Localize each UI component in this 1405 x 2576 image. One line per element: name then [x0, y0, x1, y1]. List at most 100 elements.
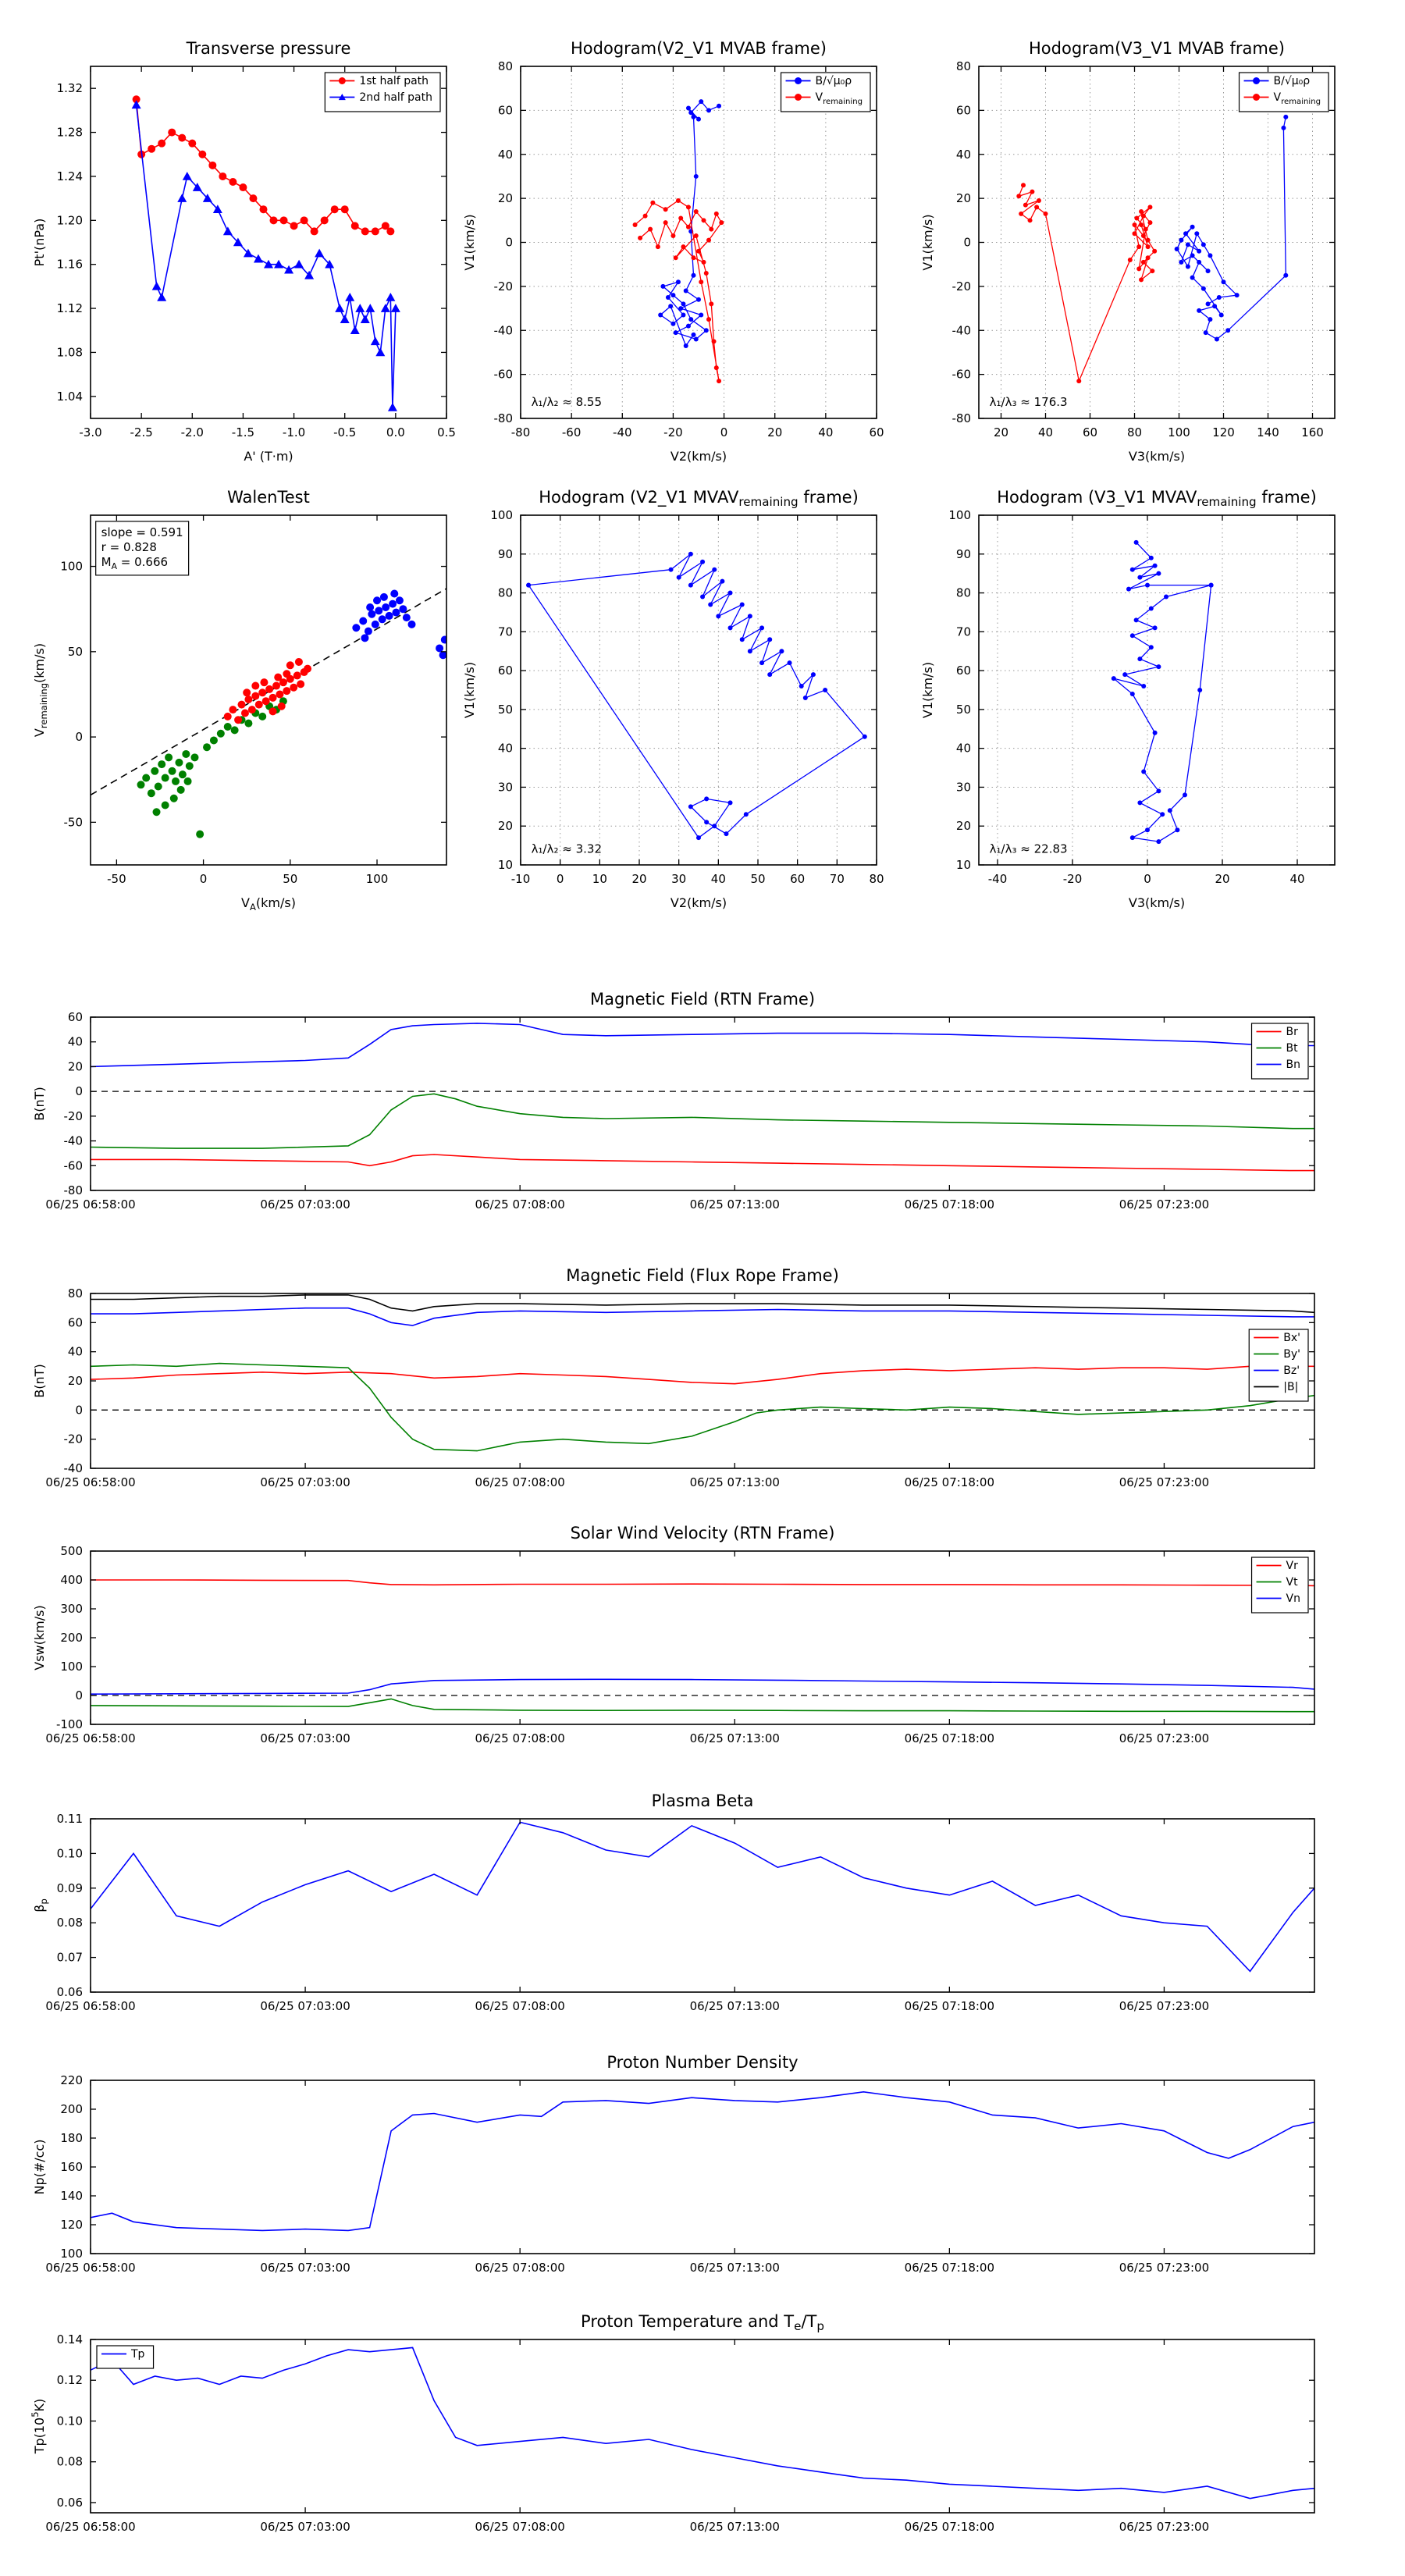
svg-text:B/√μ₀ρ: B/√μ₀ρ [1274, 75, 1311, 87]
svg-text:60: 60 [956, 103, 971, 117]
chart-hodogram-v3v1-mvav: -40 -20 0 20 40 10 20 30 40 50 60 70 80 90 100 Hodogram… [920, 488, 1336, 910]
svg-text:Vremaining​: Vremaining​ [1274, 91, 1321, 106]
svg-text:Bx': Bx' [1283, 1332, 1300, 1344]
svg-text:0: 0 [75, 730, 83, 744]
svg-text:Vremaining​: Vremaining​ [816, 91, 863, 106]
svg-text:Tp(105​K): Tp(105​K) [30, 2399, 47, 2455]
svg-text:06/25 07:08:00: 06/25 07:08:00 [475, 1999, 564, 2013]
svg-text:06/25 07:13:00: 06/25 07:13:00 [690, 2520, 780, 2534]
svg-text:06/25 07:23:00: 06/25 07:23:00 [1119, 1999, 1209, 2013]
hodogram-v3v1-mvab-legend: B/√μ₀ρ Vremaining​ [1238, 72, 1329, 112]
svg-text:06/25 06:58:00: 06/25 06:58:00 [45, 2520, 135, 2534]
svg-text:Hodogram (V3_V1 MVAVremaining​: Hodogram (V3_V1 MVAVremaining​ frame) [997, 488, 1317, 509]
svg-text:-1.5: -1.5 [232, 425, 254, 439]
svg-text:-60: -60 [562, 425, 582, 439]
svg-text:0: 0 [557, 872, 564, 886]
svg-text:06/25 07:18:00: 06/25 07:18:00 [905, 1731, 994, 1745]
svg-text:60: 60 [68, 1010, 83, 1024]
svg-text:06/25 07:18:00: 06/25 07:18:00 [905, 2520, 994, 2534]
svg-text:06/25 07:23:00: 06/25 07:23:00 [1119, 1475, 1209, 1489]
svg-text:40: 40 [956, 148, 971, 162]
svg-text:0: 0 [75, 1403, 83, 1417]
hodogram-v3v1-mvab-svg: 20 40 60 80 100 120 140 160 -80 -60 -40 -20 0 20 40 60 8… [920, 39, 1336, 464]
svg-text:80: 80 [498, 59, 513, 73]
velocity-rtn-legend: Vr Vt Vn [1250, 1557, 1309, 1614]
svg-text:06/25 07:18:00: 06/25 07:18:00 [905, 1999, 994, 2013]
svg-text:80: 80 [68, 1286, 83, 1300]
svg-text:100: 100 [490, 508, 513, 522]
chart-walen-test: -50 0 50 100 -50 0 50 100 WalenTest VA​(km/s) Vrem… [32, 488, 447, 913]
svg-text:06/25 07:03:00: 06/25 07:03:00 [260, 2261, 350, 2275]
svg-text:70: 70 [830, 872, 845, 886]
hodogram-v3v1-mvav-svg: -40 -20 0 20 40 10 20 30 40 50 60 70 80 90 100 Hodogram… [920, 488, 1336, 910]
svg-text:-10: -10 [511, 872, 531, 886]
chart-hodogram-v2v1-mvav: -10 0 10 20 30 40 50 60 70 80 10 20 30 40 50 60 70 80 90 10… [462, 488, 884, 910]
svg-text:-20: -20 [952, 279, 972, 294]
svg-text:-40: -40 [988, 872, 1008, 886]
svg-text:50: 50 [956, 703, 971, 717]
svg-text:-3.0: -3.0 [79, 425, 101, 439]
svg-text:50: 50 [283, 872, 297, 886]
svg-text:-60: -60 [494, 368, 514, 382]
svg-text:30: 30 [671, 872, 686, 886]
svg-text:1.24: 1.24 [57, 169, 83, 183]
svg-text:100: 100 [60, 560, 83, 574]
svg-text:0.08: 0.08 [57, 1916, 83, 1930]
svg-text:Magnetic Field (Flux Rope Fram: Magnetic Field (Flux Rope Frame) [566, 1266, 839, 1285]
svg-text:-20: -20 [663, 425, 683, 439]
svg-text:20: 20 [68, 1374, 83, 1388]
svg-text:06/25 07:08:00: 06/25 07:08:00 [475, 2520, 564, 2534]
svg-text:20: 20 [498, 819, 513, 833]
svg-text:220: 220 [60, 2073, 83, 2087]
svg-text:0.07: 0.07 [57, 1951, 83, 1965]
walen-test-svg: -50 0 50 100 -50 0 50 100 WalenTest VA​(km/s) Vrem… [32, 488, 447, 913]
chart-hodogram-v3v1-mvab: 20 40 60 80 100 120 140 160 -80 -60 -40 -20 0 20 40 60 8… [920, 39, 1336, 464]
svg-text:06/25 06:58:00: 06/25 06:58:00 [45, 1197, 135, 1212]
svg-text:λ₁/λ₃ ≈ 176.3: λ₁/λ₃ ≈ 176.3 [990, 395, 1068, 409]
svg-text:Pt'(nPa): Pt'(nPa) [32, 219, 47, 267]
svg-text:06/25 07:03:00: 06/25 07:03:00 [260, 2520, 350, 2534]
svg-text:60: 60 [869, 425, 884, 439]
svg-text:20: 20 [631, 872, 646, 886]
svg-text:1.04: 1.04 [57, 390, 83, 404]
svg-text:06/25 07:03:00: 06/25 07:03:00 [260, 1731, 350, 1745]
svg-text:By': By' [1283, 1348, 1300, 1361]
svg-text:-20: -20 [64, 1109, 84, 1123]
svg-text:Br: Br [1286, 1026, 1299, 1038]
svg-text:10: 10 [592, 872, 607, 886]
svg-text:-50: -50 [107, 872, 126, 886]
svg-text:20: 20 [498, 191, 513, 205]
transverse-pressure-svg: -3.0 -2.5 -2.0 -1.5 -1.0 -0.5 0.0 0.5 1.04 1.08 1.… [32, 39, 456, 464]
svg-text:90: 90 [498, 547, 513, 561]
svg-text:-0.5: -0.5 [333, 425, 356, 439]
chart-solar-wind-velocity: 06/25 06:58:00 06/25 07:03:00 06/25 07:08:… [32, 1524, 1315, 1745]
svg-text:0.5: 0.5 [437, 425, 456, 439]
svg-text:Vsw(km/s): Vsw(km/s) [32, 1605, 47, 1670]
svg-text:06/25 07:13:00: 06/25 07:13:00 [690, 1197, 780, 1212]
svg-text:Vremaining​(km/s): Vremaining​(km/s) [32, 643, 49, 737]
mag-rtn-svg: 06/25 06:58:00 06/25 07:03:00 06/25 07:08:… [32, 990, 1315, 1212]
chart-proton-temperature: 06/25 06:58:00 06/25 07:03:00 06/25 07:08:… [30, 2312, 1315, 2534]
svg-text:0.10: 0.10 [57, 1846, 83, 1860]
svg-text:V1(km/s): V1(km/s) [920, 662, 935, 718]
svg-text:-40: -40 [952, 323, 972, 337]
svg-text:100: 100 [60, 1660, 83, 1674]
svg-text:1.20: 1.20 [57, 213, 83, 227]
svg-text:Hodogram(V3_V1 MVAB frame): Hodogram(V3_V1 MVAB frame) [1029, 39, 1285, 59]
svg-text:Vr: Vr [1286, 1560, 1299, 1572]
svg-text:06/25 07:03:00: 06/25 07:03:00 [260, 1475, 350, 1489]
svg-text:0.14: 0.14 [57, 2332, 83, 2347]
svg-text:0: 0 [1144, 872, 1151, 886]
svg-text:Proton Number Density: Proton Number Density [606, 2053, 798, 2072]
svg-text:06/25 07:08:00: 06/25 07:08:00 [475, 1197, 564, 1212]
svg-text:Np(#/cc): Np(#/cc) [32, 2140, 47, 2195]
svg-text:-1.0: -1.0 [283, 425, 305, 439]
svg-text:20: 20 [1215, 872, 1229, 886]
mag-fluxrope-svg: 06/25 06:58:00 06/25 07:03:00 06/25 07:08:… [32, 1266, 1315, 1489]
chart-magnetic-field-fluxrope: 06/25 06:58:00 06/25 07:03:00 06/25 07:08:… [32, 1266, 1315, 1489]
svg-text:VA​(km/s): VA​(km/s) [241, 895, 296, 913]
svg-text:βp​: βp​ [32, 1898, 49, 1912]
hodogram-v2v1-mvab-legend: B/√μ₀ρ Vremaining​ [780, 72, 871, 112]
svg-text:80: 80 [956, 59, 971, 73]
svg-text:1.16: 1.16 [57, 258, 83, 272]
